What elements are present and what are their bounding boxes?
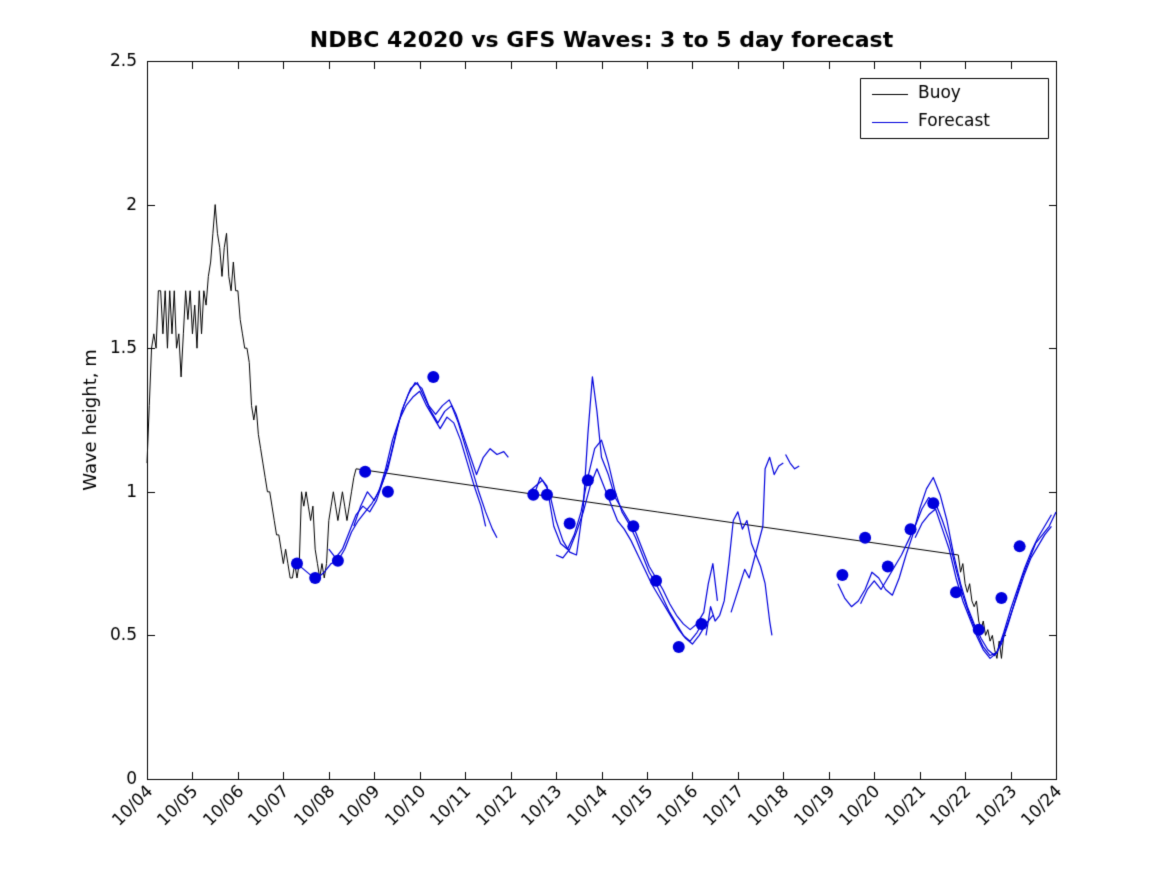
figure	[0, 0, 1167, 875]
wave-height-chart	[0, 0, 1167, 875]
